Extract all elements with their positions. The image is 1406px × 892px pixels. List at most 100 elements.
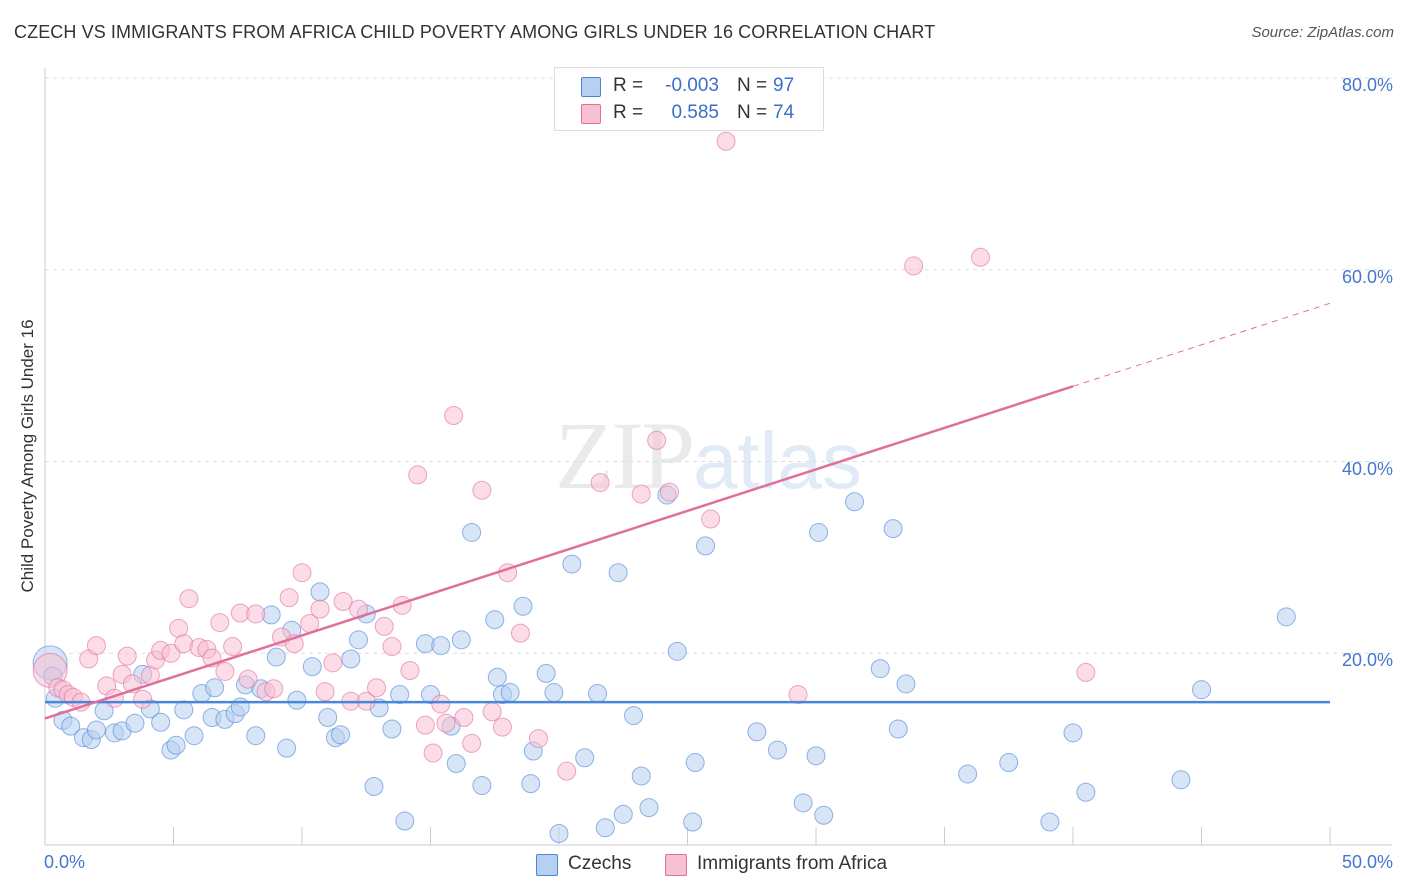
point-africa: [333, 591, 353, 611]
y-tick-label-20: 20.0%: [1341, 650, 1393, 671]
legend-swatch-czechs: [581, 77, 601, 97]
trend-line-africa: [44, 385, 1074, 720]
y-tick-label-40: 40.0%: [1341, 458, 1393, 479]
point-africa: [246, 604, 266, 624]
point-czechs: [349, 630, 369, 650]
point-africa: [238, 669, 258, 689]
point-czechs: [595, 818, 615, 838]
point-africa: [382, 637, 402, 657]
point-czechs: [958, 764, 978, 784]
y-axis-label: Child Poverty Among Girls Under 16: [18, 319, 37, 593]
point-africa: [210, 613, 230, 633]
point-africa: [415, 715, 435, 735]
point-africa: [492, 717, 512, 737]
point-africa: [528, 729, 548, 749]
point-africa: [1076, 662, 1096, 682]
point-czechs: [318, 707, 338, 727]
source-attribution: Source: ZipAtlas.com: [1251, 24, 1394, 41]
point-africa: [716, 131, 736, 151]
point-czechs: [624, 706, 644, 726]
point-czechs: [999, 753, 1019, 773]
point-czechs: [451, 630, 471, 650]
legend-swatch-africa: [581, 104, 601, 124]
point-africa: [223, 637, 243, 657]
point-czechs: [395, 811, 415, 831]
point-czechs: [487, 667, 507, 687]
point-czechs: [184, 726, 204, 746]
point-czechs: [364, 777, 384, 797]
point-czechs: [793, 793, 813, 813]
point-africa: [590, 473, 610, 493]
point-africa: [86, 636, 106, 656]
point-czechs: [1063, 723, 1083, 743]
point-czechs: [806, 746, 826, 766]
point-africa: [161, 643, 181, 663]
point-czechs: [683, 812, 703, 832]
point-czechs: [341, 649, 361, 669]
series-name-czechs: Czechs: [568, 853, 632, 874]
point-africa: [367, 678, 387, 698]
point-czechs: [631, 766, 651, 786]
trend-lines: [44, 302, 1331, 720]
point-czechs: [485, 610, 505, 630]
point-czechs: [151, 712, 171, 732]
point-africa: [904, 256, 924, 276]
point-czechs: [608, 563, 628, 583]
point-czechs: [462, 522, 482, 542]
point-czechs: [575, 748, 595, 768]
point-africa: [647, 430, 667, 450]
axes: [44, 68, 1392, 846]
point-africa: [374, 616, 394, 636]
point-africa: [510, 623, 530, 643]
point-africa: [436, 713, 456, 733]
point-africa: [660, 482, 680, 502]
point-africa: [431, 694, 451, 714]
legend-r-label: R =: [613, 75, 644, 96]
point-czechs: [1076, 782, 1096, 802]
point-czechs: [588, 684, 608, 704]
point-africa: [310, 599, 330, 619]
point-africa: [323, 653, 343, 673]
point-czechs: [747, 722, 767, 742]
point-czechs: [205, 678, 225, 698]
point-africa: [444, 405, 464, 425]
point-czechs: [613, 804, 633, 824]
legend-n-label: N =: [737, 102, 768, 123]
watermark-atlas: atlas: [693, 416, 862, 505]
point-africa: [423, 743, 443, 763]
point-czechs: [287, 690, 307, 710]
point-czechs: [695, 536, 715, 556]
series-name-africa: Immigrants from Africa: [697, 853, 888, 874]
point-czechs: [888, 719, 908, 739]
grid-lines: [45, 77, 1392, 654]
point-czechs: [870, 659, 890, 679]
point-czechs: [549, 823, 569, 843]
point-czechs: [667, 641, 687, 661]
point-czechs: [685, 753, 705, 773]
point-czechs: [266, 647, 286, 667]
point-czechs: [230, 697, 250, 717]
legend-r-value: -0.003: [665, 75, 719, 96]
point-czechs: [1171, 770, 1191, 790]
point-czechs: [166, 735, 186, 755]
point-africa: [701, 509, 721, 529]
point-africa: [631, 484, 651, 504]
x-tick-label-max: 50.0%: [1341, 852, 1393, 872]
point-czechs: [382, 719, 402, 739]
point-czechs: [446, 754, 466, 774]
point-czechs: [277, 738, 297, 758]
point-czechs: [472, 776, 492, 796]
point-czechs: [246, 726, 266, 746]
point-africa: [400, 661, 420, 681]
correlation-legend: R = -0.003 N = 97 R = 0.585 N = 74: [554, 67, 824, 131]
point-africa: [264, 679, 284, 699]
point-africa: [788, 684, 808, 704]
point-czechs: [814, 805, 834, 825]
point-africa: [133, 689, 153, 709]
legend-n-value: 97: [773, 75, 795, 96]
point-czechs: [883, 519, 903, 539]
legend-n-label: N =: [737, 75, 768, 96]
point-czechs: [174, 700, 194, 720]
point-czechs: [639, 798, 659, 818]
point-czechs: [809, 522, 829, 542]
